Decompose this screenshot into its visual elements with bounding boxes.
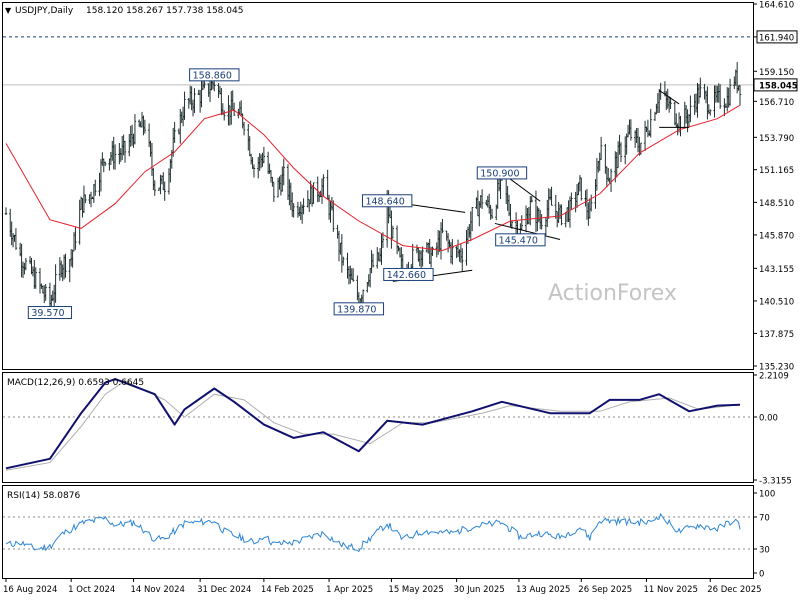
moving-average-line [5,104,741,252]
price-axis-label: 151.165 [759,166,794,176]
price-label-box [333,302,385,316]
symbol-label: USDJPY,Daily [15,6,74,16]
time-axis: 16 Aug 2024 1 Oct 2024 14 Nov 2024 31 Dec 2… [3,578,762,595]
rsi-pane [3,512,753,553]
macd-axis-label: 0.00 [759,414,778,424]
ohlc-values: 158.120 158.267 157.738 158.045 [86,6,243,16]
rsi-title: RSI(14) 58.0876 [7,491,80,501]
macd-main-line [5,378,741,470]
watermark: ActionForex [548,281,677,306]
macd-signal-line [5,380,741,471]
macd-title: MACD(12,26,9) 0.6593 0.6645 [7,378,144,388]
macd-pane [3,378,753,471]
price-axis-label: 159.150 [759,68,794,78]
price-axis-label: 156.710 [759,98,794,108]
price-axis-label: 137.875 [759,330,794,340]
price-label-box [361,194,413,208]
macd-axis-label: 2.2109 [759,372,789,382]
time-axis-label: 14 Nov 2024 [131,585,185,595]
price-label-box [189,68,240,82]
price-axis-label: 164.610 [759,1,794,11]
trendline [494,222,561,240]
price-label: 145.470 [499,235,538,246]
rsi-line [5,512,741,553]
time-axis-label: 15 May 2025 [388,585,443,595]
price-label-box [27,306,73,320]
main-pane-frame [2,2,754,370]
price-axis-label: 143.155 [759,265,794,275]
time-axis-label: 26 Dec 2025 [707,585,761,595]
time-axis-label: 30 Jun 2025 [454,585,505,595]
level-price-box [756,30,798,44]
price-axis-label: 145.870 [759,231,794,241]
candles [4,62,742,313]
symbol-caret-icon[interactable]: ▼ [5,6,12,15]
price-label: 158.860 [193,70,232,81]
price-label: 39.570 [31,308,64,319]
price-label: 139.870 [337,304,376,315]
main-price-pane: 39.570 158.860 139.870 148.640 142.660 150.90… [3,36,753,320]
macd-axis-label: -3.3155 [759,477,792,487]
rsi-axis-label: 30 [759,546,770,556]
time-axis-label: 1 Oct 2024 [68,585,115,595]
time-axis-label: 16 Aug 2024 [3,585,57,595]
price-label-box [476,166,528,180]
time-axis-label: 13 Aug 2025 [516,585,570,595]
time-axis-label: 1 Apr 2025 [326,585,373,595]
rsi-axis-label: 0 [759,570,764,580]
time-axis-label: 26 Sep 2025 [578,585,632,595]
price-label: 150.900 [480,168,519,179]
price-label-box [495,233,546,247]
price-label: 142.660 [387,270,426,281]
price-axis-label: 140.510 [759,297,794,307]
time-axis-label: 31 Dec 2024 [197,585,251,595]
rsi-axis-label: 70 [759,514,770,524]
rsi-axis-label: 100 [759,490,775,500]
time-axis-label: 11 Nov 2025 [643,585,697,595]
price-label-box [383,267,434,281]
rsi-pane-frame [2,485,754,579]
level-price-label: 161.940 [759,33,794,43]
last-price-box [753,78,798,92]
price-axis-label: 148.510 [759,199,794,209]
price-axis-label: 135.230 [759,363,794,373]
time-axis-label: 14 Feb 2025 [261,585,314,595]
last-price-label: 158.045 [759,81,798,91]
axes: 164.610 161.940 159.150 156.710 153.790 151.1… [753,1,798,580]
trendline [658,89,680,105]
macd-pane-frame [2,372,754,483]
price-label: 148.640 [365,196,404,207]
price-axis-label: 153.790 [759,134,794,144]
